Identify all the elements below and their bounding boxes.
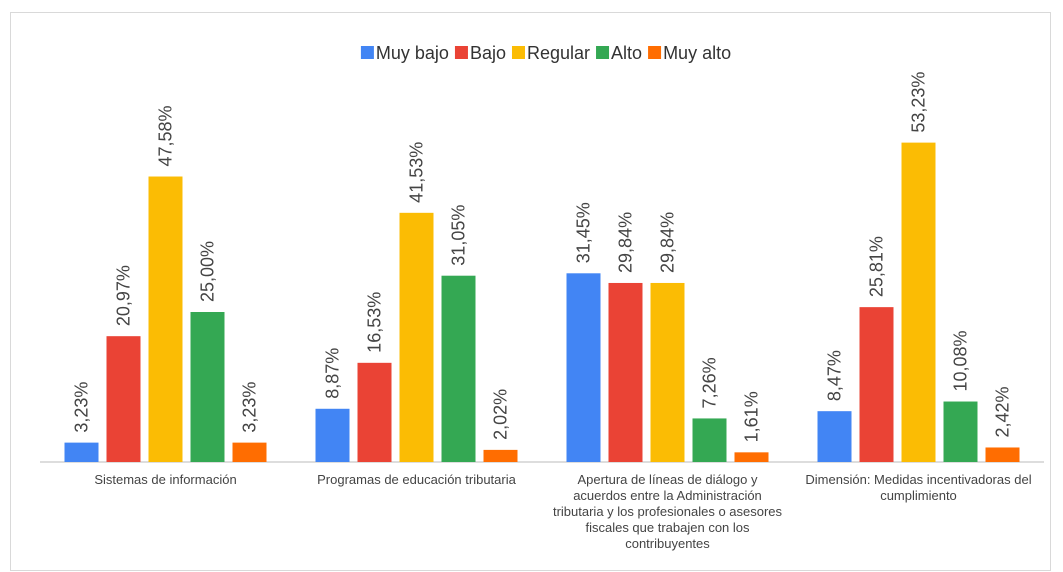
data-label: 3,23% (72, 382, 92, 433)
legend-swatch (596, 46, 610, 59)
legend-swatch (511, 46, 525, 59)
data-label: 2,02% (491, 389, 511, 440)
data-label: 7,26% (700, 357, 720, 408)
data-label: 2,42% (993, 386, 1013, 437)
bar (859, 307, 894, 462)
bar (692, 418, 727, 462)
data-label: 25,81% (867, 236, 887, 297)
data-label: 25,00% (198, 241, 218, 302)
legend-label: Regular (527, 43, 590, 63)
bar (566, 273, 601, 462)
bar (734, 452, 769, 462)
x-tick-label: Apertura de líneas de diálogo y acuerdos… (552, 472, 783, 551)
bar (985, 447, 1020, 462)
data-label: 31,05% (449, 205, 469, 266)
data-label: 41,53% (407, 142, 427, 203)
legend-label: Muy alto (663, 43, 731, 63)
legend-label: Bajo (470, 43, 506, 63)
data-label: 47,58% (156, 105, 176, 166)
data-label: 16,53% (365, 292, 385, 353)
bar (148, 176, 183, 462)
legend-label: Muy bajo (376, 43, 449, 63)
legend-swatch (648, 46, 662, 59)
bar (190, 312, 225, 462)
bar (901, 142, 936, 462)
chart-border (10, 12, 1051, 571)
bar (608, 282, 643, 462)
bar (650, 282, 685, 462)
legend-swatch (454, 46, 468, 59)
data-label: 8,47% (825, 350, 845, 401)
data-label: 20,97% (114, 265, 134, 326)
bar (399, 212, 434, 462)
bar (943, 401, 978, 462)
data-label: 10,08% (951, 330, 971, 391)
x-tick-label: Dimensión: Medidas incentivadoras del cu… (805, 472, 1032, 503)
bar (106, 336, 141, 462)
x-tick-label: Sistemas de información (94, 472, 237, 487)
data-label: 31,45% (574, 202, 594, 263)
data-label: 29,84% (616, 212, 636, 273)
bar (357, 362, 392, 462)
bar (483, 449, 518, 462)
bar (817, 411, 852, 462)
bar (232, 442, 267, 462)
data-label: 53,23% (909, 72, 929, 133)
data-label: 29,84% (658, 212, 678, 273)
bar (64, 442, 99, 462)
data-label: 8,87% (323, 348, 343, 399)
x-tick-label: Programas de educación tributaria (317, 472, 516, 487)
legend-swatch (360, 46, 374, 59)
bar (441, 275, 476, 462)
legend-label: Alto (611, 43, 642, 63)
bar (315, 408, 350, 462)
data-label: 1,61% (742, 391, 762, 442)
data-label: 3,23% (240, 382, 260, 433)
